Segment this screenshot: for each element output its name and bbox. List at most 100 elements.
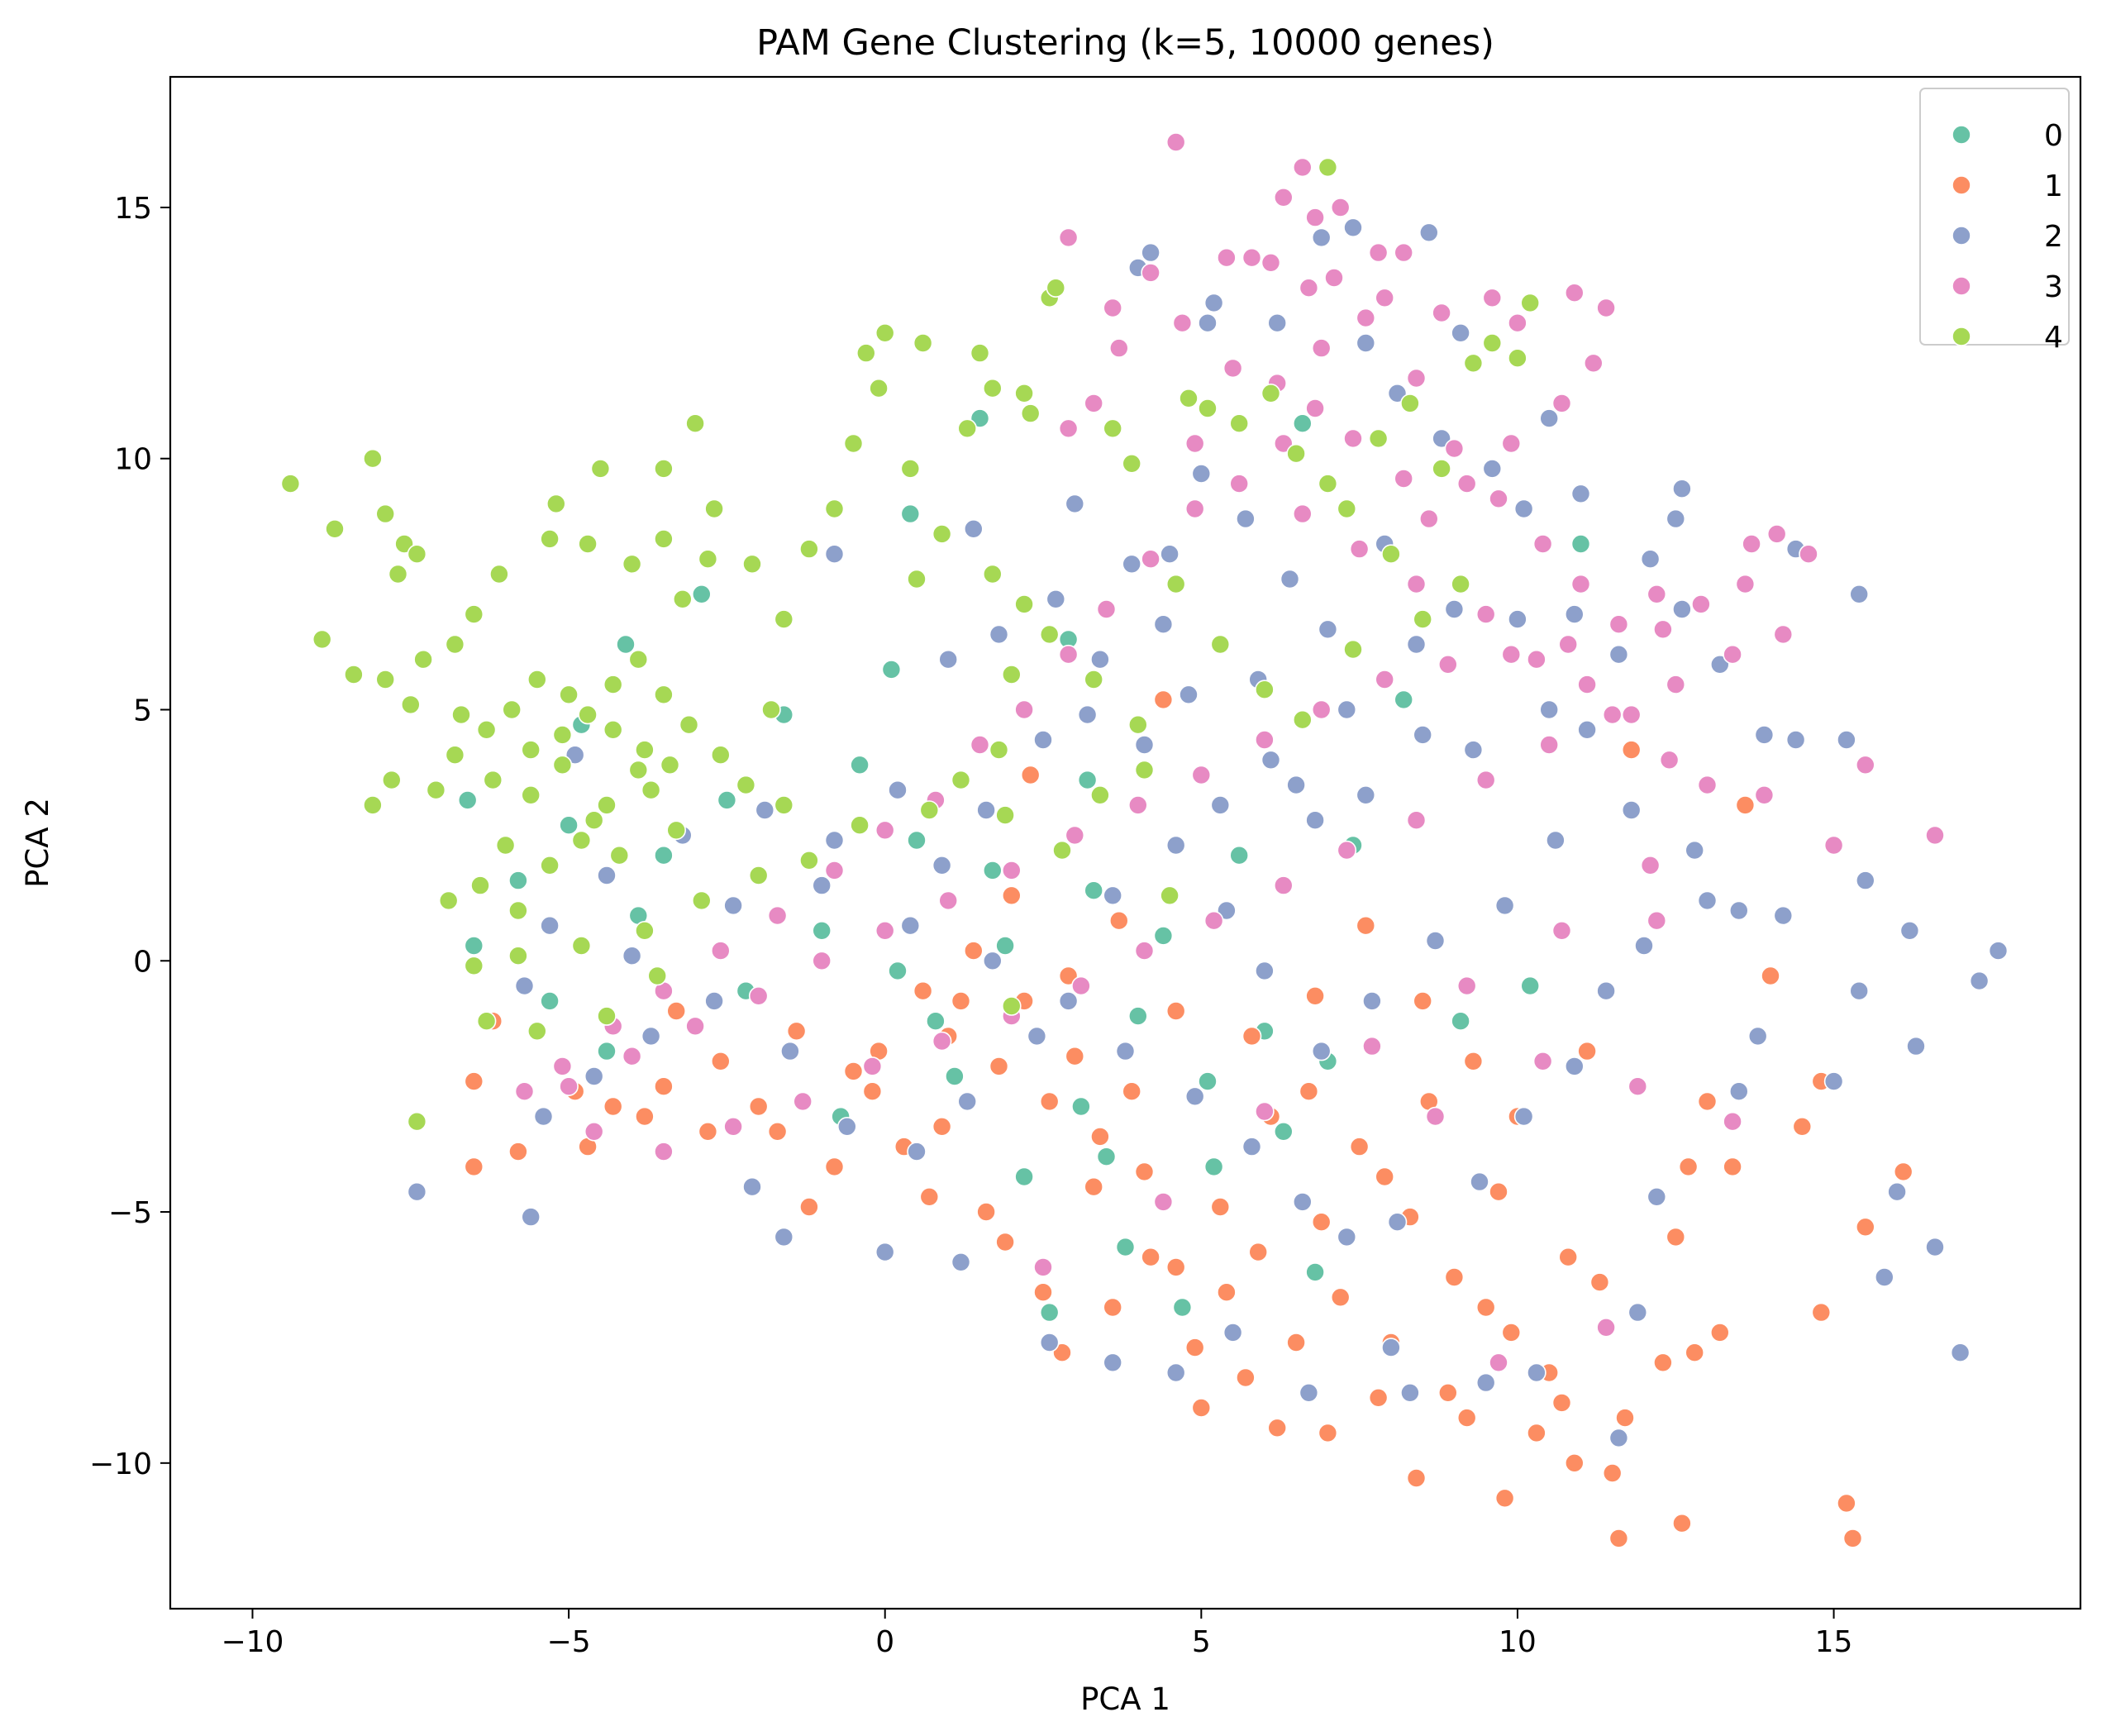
data-point: [957, 418, 977, 439]
data-point: [1608, 1428, 1629, 1448]
data-point: [1103, 1352, 1122, 1373]
data-point: [1071, 975, 1091, 996]
data-point: [312, 629, 332, 650]
data-point: [476, 719, 497, 740]
y-tick-label: −5: [108, 1196, 152, 1230]
data-point: [584, 1066, 604, 1086]
data-point: [1925, 1237, 1945, 1257]
data-point: [622, 554, 642, 575]
data-point: [1463, 1052, 1484, 1071]
data-point: [1596, 1318, 1616, 1338]
data-point: [1628, 1076, 1648, 1096]
data-point: [843, 1061, 864, 1081]
data-point: [1621, 740, 1642, 760]
data-point: [1046, 589, 1066, 609]
data-point: [1261, 383, 1281, 403]
data-point: [1210, 1197, 1231, 1217]
data-point: [514, 975, 535, 996]
data-point: [603, 1096, 623, 1117]
y-tick-label: 15: [114, 192, 152, 226]
data-point: [1293, 157, 1313, 178]
data-point: [375, 670, 396, 689]
points-layer: [280, 132, 2009, 1548]
data-point: [1020, 403, 1041, 423]
data-point: [1330, 198, 1351, 217]
data-point: [1128, 714, 1148, 735]
data-point: [1330, 1287, 1351, 1308]
data-point: [1539, 699, 1559, 720]
data-point: [1293, 709, 1313, 730]
data-point: [691, 584, 712, 604]
data-point: [1406, 634, 1427, 655]
data-point: [590, 459, 611, 479]
data-point: [616, 634, 636, 655]
data-point: [1482, 288, 1503, 308]
data-point: [1090, 649, 1110, 670]
data-point: [850, 755, 870, 775]
x-tick-label: 10: [1499, 1625, 1537, 1659]
data-point: [1539, 408, 1559, 428]
data-point: [1520, 293, 1540, 313]
data-point: [1647, 910, 1667, 931]
data-point: [824, 498, 845, 519]
data-point: [1305, 810, 1325, 831]
data-point: [1293, 503, 1313, 524]
data-point: [1558, 1247, 1578, 1267]
data-point: [445, 634, 465, 655]
data-point: [1134, 735, 1155, 755]
data-point: [1394, 689, 1413, 710]
data-point: [1723, 644, 1742, 665]
data-point: [1179, 388, 1199, 408]
data-point: [938, 649, 958, 670]
data-point: [1160, 885, 1180, 906]
data-point: [1222, 358, 1243, 379]
data-point: [1172, 312, 1193, 333]
data-point: [1153, 689, 1174, 710]
data-point: [470, 875, 490, 895]
data-point: [1286, 1333, 1306, 1352]
data-point: [717, 790, 737, 810]
data-point: [951, 991, 971, 1011]
data-point: [1735, 795, 1756, 815]
data-point: [824, 830, 845, 851]
plot-frame: [169, 75, 2082, 1610]
data-point: [363, 795, 383, 815]
data-point: [685, 1016, 705, 1037]
data-point: [1842, 1529, 1863, 1548]
data-point: [1596, 980, 1616, 1001]
data-point: [1729, 1081, 1749, 1101]
data-point: [1508, 312, 1527, 333]
data-point: [1375, 1166, 1394, 1187]
data-point: [1255, 680, 1275, 700]
data-point: [1577, 1041, 1597, 1061]
data-point: [1710, 654, 1730, 675]
data-point: [1494, 1488, 1515, 1509]
data-point: [1546, 830, 1566, 851]
data-point: [527, 670, 547, 689]
data-point: [622, 946, 642, 966]
data-point: [1343, 428, 1363, 449]
data-point: [875, 820, 895, 841]
data-point: [900, 915, 921, 936]
data-point: [407, 544, 427, 565]
data-point: [1141, 549, 1160, 570]
legend-marker: [1952, 327, 1971, 346]
data-point: [1337, 699, 1357, 720]
data-point: [464, 936, 484, 956]
data-point: [584, 1122, 604, 1142]
data-point: [597, 866, 617, 885]
data-point: [1551, 393, 1572, 413]
data-point: [1229, 413, 1249, 434]
x-tick-label: −10: [221, 1625, 284, 1659]
data-point: [1165, 1001, 1186, 1021]
data-point: [635, 740, 655, 760]
data-point: [1203, 1157, 1224, 1177]
data-point: [622, 1046, 642, 1066]
data-point: [989, 1056, 1009, 1076]
data-point: [1033, 1282, 1053, 1302]
data-point: [932, 856, 952, 875]
data-point: [900, 459, 921, 479]
data-point: [1184, 1086, 1205, 1107]
data-point: [1356, 333, 1376, 353]
data-point: [1222, 1323, 1243, 1343]
